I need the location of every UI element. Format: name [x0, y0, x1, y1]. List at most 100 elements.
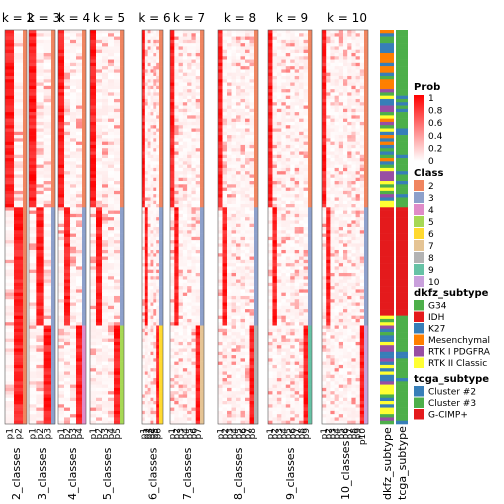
prob-cell: [96, 335, 103, 339]
prob-cell: [76, 325, 83, 330]
prob-cell: [240, 115, 246, 119]
class-cell: [82, 33, 86, 37]
class-cell: [200, 197, 204, 202]
class-cell: [51, 410, 55, 415]
prob-cell: [5, 397, 15, 402]
prob-cell: [5, 141, 15, 146]
prob-cell: [36, 121, 44, 126]
class-cell: [82, 200, 86, 205]
prob-cell: [144, 181, 148, 185]
prob-cell: [195, 243, 201, 247]
prob-cell: [114, 187, 121, 192]
prob-cell: [147, 384, 151, 389]
prob-cell: [227, 227, 232, 231]
prob-cell: [144, 227, 148, 231]
prob-cell: [36, 75, 44, 80]
prob-cell: [108, 401, 115, 405]
prob-cell: [76, 197, 83, 202]
prob-cell: [108, 141, 115, 146]
class-cell: [159, 181, 163, 185]
prob-cell: [58, 272, 65, 277]
prob-cell: [174, 79, 179, 83]
prob-cell: [191, 125, 197, 129]
prob-cell: [102, 174, 109, 179]
prob-cell: [70, 43, 77, 47]
prob-cell: [227, 62, 232, 67]
prob-cell: [70, 102, 77, 106]
prob-cell: [14, 328, 24, 333]
prob-cell: [245, 233, 250, 238]
class-cell: [82, 289, 86, 293]
class-cell: [23, 72, 27, 77]
prob-cell: [102, 95, 109, 100]
prob-cell: [156, 108, 160, 113]
prob-cell: [14, 121, 24, 126]
prob-cell: [236, 332, 241, 336]
prob-cell: [240, 286, 246, 290]
prob-cell: [156, 309, 160, 313]
prob-cell: [147, 391, 151, 395]
class-cell: [82, 141, 86, 146]
prob-cell: [144, 138, 148, 142]
prob-cell: [108, 279, 115, 284]
prob-cell: [218, 236, 223, 241]
class-cell: [51, 204, 55, 208]
prob-cell: [174, 259, 179, 264]
prob-cell: [236, 72, 241, 77]
prob-cell: [64, 253, 71, 257]
prob-cell: [58, 194, 65, 198]
prob-cell: [231, 328, 237, 333]
prob-cell: [236, 164, 241, 169]
prob-cell: [90, 410, 97, 415]
prob-cell: [249, 233, 255, 238]
prob-cell: [249, 391, 255, 395]
class-cell: [82, 233, 86, 238]
prob-cell: [218, 148, 223, 152]
prob-cell: [182, 108, 188, 113]
prob-cell: [58, 368, 65, 372]
prob-cell: [240, 121, 246, 126]
prob-cell: [195, 378, 201, 382]
class-cell: [120, 401, 124, 405]
class-cell: [200, 108, 204, 113]
class-cell: [159, 75, 163, 80]
prob-cell: [14, 102, 24, 106]
prob-cell: [231, 371, 237, 376]
prob-cell: [70, 394, 77, 399]
prob-cell: [108, 177, 115, 182]
class-cell: [200, 151, 204, 156]
prob-cell: [43, 263, 52, 267]
prob-cell: [90, 105, 97, 110]
prob-cell: [174, 305, 179, 310]
prob-cell: [191, 233, 197, 238]
prob-cell: [96, 131, 103, 136]
prob-cell: [108, 174, 115, 179]
prob-cell: [245, 230, 250, 234]
prob-cell: [191, 112, 197, 116]
prob-cell: [150, 69, 154, 73]
prob-cell: [96, 187, 103, 192]
class-cell: [51, 112, 55, 116]
prob-cell: [195, 315, 201, 320]
prob-cell: [14, 256, 24, 261]
prob-cell: [195, 161, 201, 165]
prob-cell: [191, 243, 197, 247]
prob-cell: [191, 79, 197, 83]
prob-cell: [114, 335, 121, 339]
class-cell: [159, 341, 163, 346]
prob-cell: [114, 46, 121, 50]
prob-cell: [195, 115, 201, 119]
prob-cell: [142, 227, 146, 231]
prob-cell: [108, 305, 115, 310]
prob-cell: [240, 112, 246, 116]
prob-cell: [231, 272, 237, 277]
prob-cell: [187, 171, 192, 175]
prob-cell: [156, 391, 160, 395]
prob-cell: [147, 410, 151, 415]
prob-cell: [222, 171, 228, 175]
prob-cell: [153, 315, 157, 320]
prob-cell: [144, 417, 148, 422]
class-cell: [51, 387, 55, 392]
prob-cell: [64, 295, 71, 300]
